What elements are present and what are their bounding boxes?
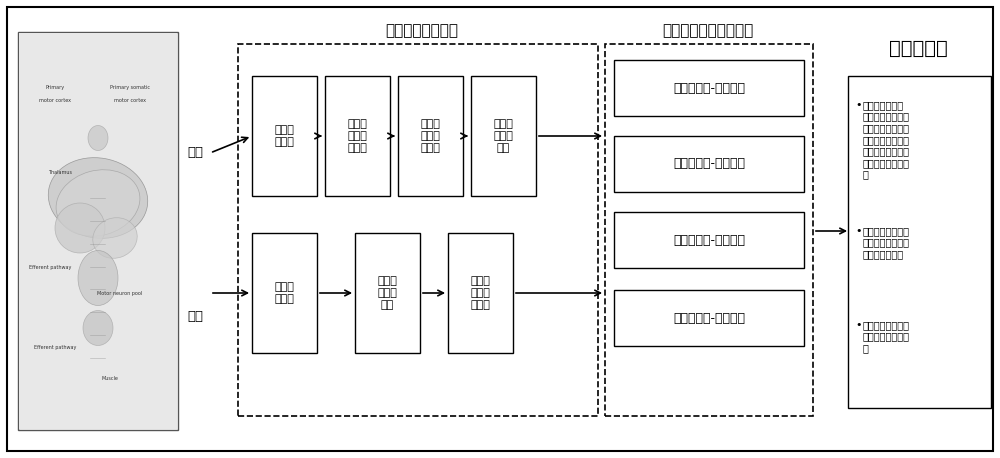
Ellipse shape [88, 125, 108, 151]
Text: motor cortex: motor cortex [39, 98, 71, 104]
Bar [252, 233, 317, 353]
Text: Efferent pathway: Efferent pathway [34, 345, 76, 350]
Text: 去除眼
动及头
功干扰: 去除眼 动及头 功干扰 [421, 120, 440, 153]
Text: 脑肌电相位-幅度耦合: 脑肌电相位-幅度耦合 [673, 158, 745, 170]
Text: •: • [855, 100, 862, 110]
Bar [471, 76, 536, 196]
Bar [19, 33, 177, 429]
Text: 脑肌电频率-幅度耦合: 脑肌电频率-幅度耦合 [673, 234, 745, 246]
Bar [398, 76, 463, 196]
Ellipse shape [56, 170, 140, 236]
Text: 脑电: 脑电 [187, 147, 203, 159]
Ellipse shape [48, 158, 148, 238]
Text: 获取有
效脑电
信号: 获取有 效脑电 信号 [494, 120, 513, 153]
Bar [252, 76, 317, 196]
Text: 通过上述相关性分
析实现运动功能检
测: 通过上述相关性分 析实现运动功能检 测 [863, 320, 910, 353]
Ellipse shape [55, 203, 105, 253]
Text: 脑肌电相位-相位耦合: 脑肌电相位-相位耦合 [673, 82, 745, 94]
Bar [18, 32, 178, 430]
Text: 去除直
流高频
干扰: 去除直 流高频 干扰 [378, 276, 397, 310]
Text: 去除基
线漂移: 去除基 线漂移 [275, 282, 294, 304]
Text: 分析随着采集部位
变化，上述指标是
否仍具有关联性: 分析随着采集部位 变化，上述指标是 否仍具有关联性 [863, 226, 910, 259]
Text: 脑肌电信号预处理: 脑肌电信号预处理 [386, 23, 458, 38]
Text: Primary somatic: Primary somatic [110, 86, 150, 91]
Ellipse shape [93, 218, 137, 258]
Bar [614, 136, 804, 192]
Bar [614, 212, 804, 268]
Ellipse shape [78, 251, 118, 305]
Bar [605, 44, 813, 416]
Text: Thalamus: Thalamus [48, 170, 72, 175]
Text: motor cortex: motor cortex [114, 98, 146, 104]
Text: 去除基
线漂移: 去除基 线漂移 [275, 125, 294, 147]
Text: Muscle: Muscle [102, 376, 118, 381]
Text: 去除工
频及谐
波干扰: 去除工 频及谐 波干扰 [348, 120, 367, 153]
Bar [448, 233, 513, 353]
Text: 相关性分析: 相关性分析 [889, 38, 947, 58]
Text: 肌电: 肌电 [187, 310, 203, 322]
Text: 脑肌电频率-频率耦合: 脑肌电频率-频率耦合 [673, 311, 745, 325]
Bar [355, 233, 420, 353]
Text: •: • [855, 226, 862, 236]
Bar [614, 290, 804, 346]
Ellipse shape [83, 311, 113, 345]
Bar [614, 60, 804, 116]
Bar [848, 76, 991, 408]
Text: Efferent pathway: Efferent pathway [29, 266, 71, 271]
Text: 采用频繁模式树
算法分析频率频率
耦合、相位相位耦
合、频率振幅耦合
以及相位振幅耦合
特征值之间的关联
性: 采用频繁模式树 算法分析频率频率 耦合、相位相位耦 合、频率振幅耦合 以及相位振… [863, 100, 910, 180]
Text: Primary: Primary [45, 86, 65, 91]
Bar [325, 76, 390, 196]
Text: •: • [855, 320, 862, 330]
Bar [238, 44, 598, 416]
Text: 对肌电
信号进
行校正: 对肌电 信号进 行校正 [471, 276, 490, 310]
Text: 脑肌异频耦合特征分析: 脑肌异频耦合特征分析 [662, 23, 754, 38]
Text: Motor neuron pool: Motor neuron pool [97, 290, 143, 295]
